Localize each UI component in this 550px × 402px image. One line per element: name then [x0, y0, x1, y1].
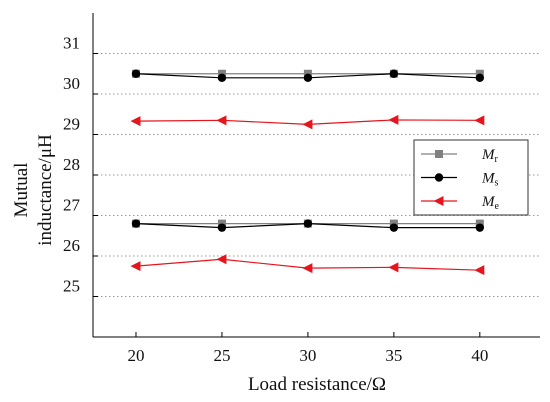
y-tick-label: 30: [63, 74, 80, 93]
legend-label-main: M: [481, 194, 496, 210]
data-point-triangle: [130, 261, 141, 272]
data-point-triangle: [474, 115, 485, 126]
series: [130, 69, 485, 276]
legend-label: Mr: [481, 147, 499, 165]
data-point-square: [435, 150, 443, 158]
y-tick-label: 26: [63, 236, 80, 255]
data-point-circle: [389, 223, 399, 232]
data-point-circle: [303, 73, 313, 83]
legend-item-me: Me: [421, 194, 500, 212]
y-tick-label: 29: [63, 115, 80, 134]
data-point-circle: [217, 223, 227, 232]
legend-item-ms: Ms: [421, 171, 499, 189]
data-point-circle: [475, 223, 485, 232]
y-axis-title-line-2: inductance/μH: [35, 134, 56, 246]
legend-label-subscript: e: [495, 201, 500, 212]
data-point-circle: [389, 69, 399, 78]
data-point-triangle: [302, 119, 313, 130]
series-me: [130, 114, 485, 276]
y-tick-label: 31: [63, 34, 80, 53]
legend-label-main: M: [481, 171, 496, 187]
data-point-triangle: [216, 115, 227, 126]
x-tick-label: 35: [385, 346, 402, 365]
legend-label: Ms: [481, 171, 499, 189]
data-point-circle: [131, 219, 141, 228]
legend-label: Me: [481, 194, 500, 212]
y-tick-label: 25: [63, 277, 80, 296]
data-point-triangle: [130, 116, 141, 127]
series-ms: [131, 69, 485, 232]
x-tick-label: 30: [299, 346, 316, 365]
axes: 31 30 29 28 27 26 25 20 25 30 35 40: [63, 13, 540, 365]
data-point-triangle: [474, 265, 485, 276]
y-axis-title-line-1: Mutual: [11, 163, 32, 218]
legend-label-subscript: r: [495, 154, 499, 165]
data-point-triangle: [433, 196, 444, 206]
data-point-triangle: [388, 114, 399, 125]
legend-item-mr: Mr: [421, 147, 499, 165]
data-point-triangle: [302, 263, 313, 274]
data-point-circle: [475, 73, 485, 83]
x-axis-title: Load resistance/Ω: [248, 374, 386, 395]
x-tick-label: 25: [213, 346, 230, 365]
data-point-circle: [434, 173, 444, 182]
data-point-triangle: [216, 254, 227, 265]
x-tick-label: 40: [471, 346, 488, 365]
y-tick-label: 27: [63, 196, 81, 215]
data-point-circle: [217, 73, 227, 83]
legend-label-subscript: s: [495, 178, 499, 189]
y-tick-label: 28: [63, 155, 80, 174]
legend-label-main: M: [481, 147, 496, 163]
data-point-triangle: [388, 262, 399, 273]
data-point-circle: [303, 219, 313, 228]
data-point-circle: [131, 69, 141, 78]
x-tick-label: 20: [127, 346, 144, 365]
